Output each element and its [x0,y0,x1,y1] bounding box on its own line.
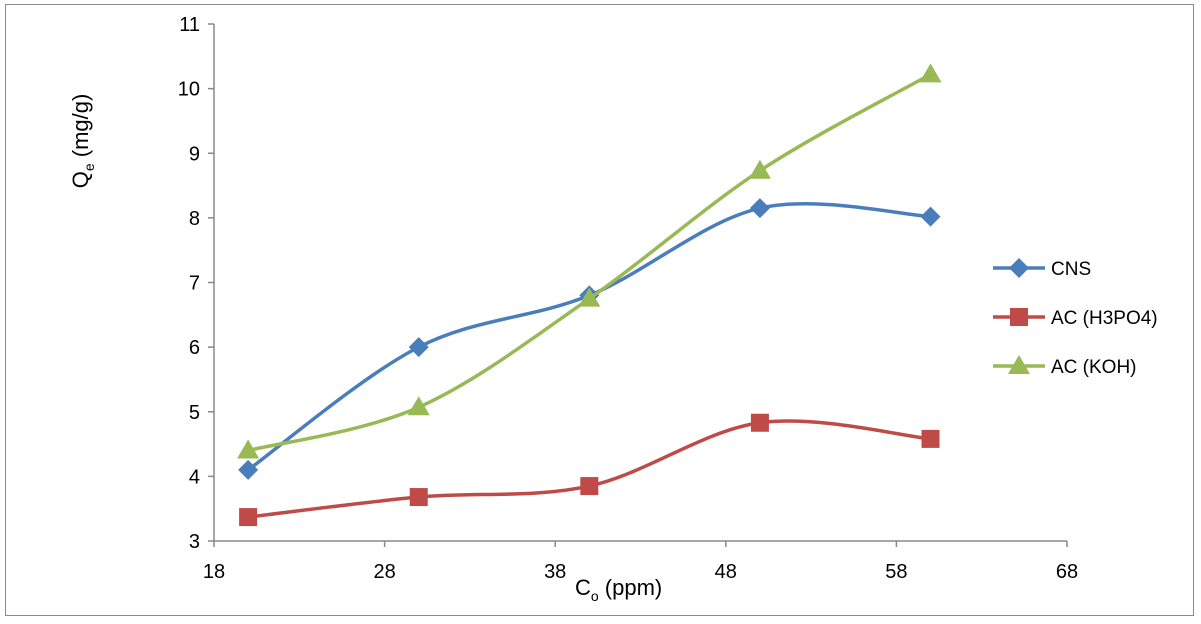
x-axis-title-sub: o [591,588,599,604]
y-tick-label: 7 [189,273,200,295]
series-layer [237,63,942,527]
chart-frame [5,4,1194,616]
legend-marker [1010,308,1028,326]
legend-label: AC (KOH) [1051,357,1137,378]
data-point-ac-koh [578,287,601,307]
data-point-cns [749,198,770,219]
series-line-ac-koh [246,72,933,453]
y-tick-label: 8 [189,208,200,230]
legend-item-ac-h3po4: AC (H3PO4) [993,308,1158,329]
legend-marker [1009,258,1029,278]
legend-label: CNS [1051,259,1091,280]
data-point-ac-koh [407,396,430,416]
data-point-ac-h3po4 [239,508,258,527]
data-point-cns [408,337,429,358]
legend-marker [1008,355,1030,374]
legend: CNS AC (H3PO4) AC (KOH) [993,258,1158,378]
series-line-ac-h3po4 [246,419,933,519]
y-tick-label: 11 [179,14,200,36]
y-axis-title-unit: (mg/g) [68,94,93,164]
data-point-ac-koh [237,439,260,459]
x-axis-title: Co (ppm) [575,575,662,604]
data-point-ac-h3po4 [580,477,599,496]
series-cns [238,198,941,480]
legend-item-cns: CNS [993,258,1091,280]
series-ac-h3po4 [239,413,940,527]
legend-item-ac-koh: AC (KOH) [993,355,1137,378]
data-point-ac-h3po4 [750,413,769,432]
y-axis-title-sub: e [81,163,97,171]
y-tick-label: 5 [189,402,200,424]
x-axis-title-main: C [575,575,591,600]
data-point-cns [238,459,259,480]
x-tick-label: 68 [1056,561,1078,583]
axes [213,24,1067,542]
legend-label: AC (H3PO4) [1051,308,1158,329]
y-axis-title-main: Q [68,171,93,188]
y-ticks: 3 4 5 6 7 8 9 10 11 [178,14,214,553]
data-point-ac-h3po4 [921,429,940,448]
y-tick-label: 6 [189,337,200,359]
y-tick-label: 10 [178,79,200,101]
data-point-ac-koh [748,159,771,179]
data-point-ac-koh [919,63,942,83]
y-tick-label: 4 [189,466,200,488]
data-point-ac-h3po4 [409,488,428,507]
x-tick-label: 48 [715,561,737,583]
x-axis-title-unit: (ppm) [599,575,663,600]
x-tick-label: 58 [885,561,907,583]
data-point-cns [920,206,941,227]
series-ac-koh [237,63,942,459]
x-ticks: 18 28 38 48 58 68 [203,541,1078,583]
x-tick-label: 28 [373,561,395,583]
y-axis-title: Qe (mg/g) [68,94,97,189]
y-tick-label: 3 [189,531,200,553]
x-tick-label: 18 [203,561,225,583]
y-tick-label: 9 [189,143,200,165]
x-tick-label: 38 [544,561,566,583]
